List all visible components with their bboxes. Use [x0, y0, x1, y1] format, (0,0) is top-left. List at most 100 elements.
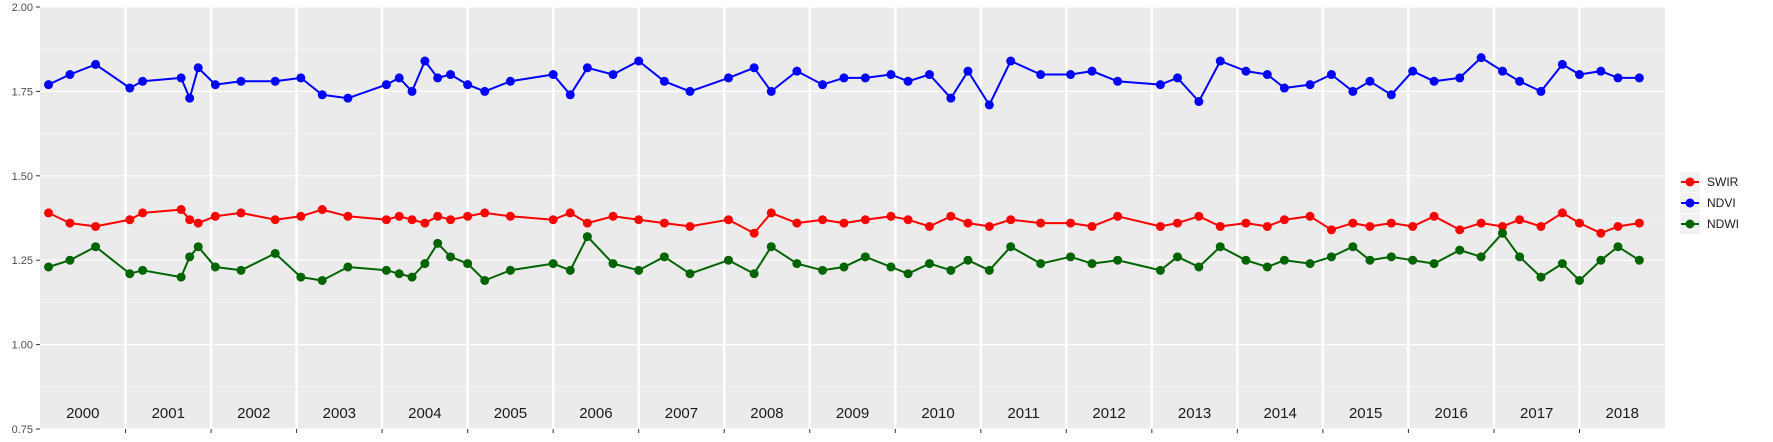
data-point-ndwi: [1476, 252, 1486, 262]
data-point-ndvi: [963, 66, 973, 76]
data-point-swir: [886, 211, 896, 221]
y-tick-label: 1.50: [12, 171, 33, 183]
data-point-ndwi: [1173, 252, 1182, 262]
major-gridlines: [40, 6, 1665, 430]
legend-label-swir: SWIR: [1707, 175, 1739, 189]
data-point-ndwi: [381, 265, 391, 275]
year-label: 2010: [921, 405, 954, 422]
data-point-ndwi: [91, 242, 101, 252]
year-label: 2012: [1092, 405, 1125, 422]
series-line-ndvi: [48, 56, 1640, 106]
data-point-ndvi: [946, 93, 956, 103]
data-point-ndvi: [1634, 73, 1644, 83]
data-point-ndvi: [1194, 97, 1204, 107]
data-point-swir: [1215, 221, 1225, 231]
data-point-swir: [381, 215, 391, 225]
data-point-ndwi: [839, 262, 849, 272]
year-label: 2007: [665, 405, 698, 422]
data-point-ndvi: [548, 70, 558, 80]
data-point-ndwi: [236, 265, 246, 275]
data-point-ndwi: [407, 272, 417, 282]
data-point-ndvi: [317, 90, 327, 100]
data-point-ndwi: [420, 259, 430, 269]
data-point-swir: [44, 208, 54, 218]
data-point-ndwi: [176, 272, 186, 282]
data-point-swir: [659, 218, 669, 228]
data-point-swir: [723, 215, 733, 225]
data-point-ndvi: [138, 76, 148, 86]
data-point-swir: [1036, 218, 1046, 228]
data-point-ndwi: [1241, 255, 1251, 265]
year-label: 2011: [1007, 405, 1039, 422]
data-point-swir: [1574, 218, 1584, 228]
data-point-ndvi: [381, 80, 391, 90]
data-point-ndvi: [1215, 56, 1225, 66]
data-point-ndvi: [1113, 76, 1123, 86]
minor-gridlines: [40, 48, 1665, 388]
data-point-swir: [924, 221, 934, 231]
data-point-ndwi: [1155, 265, 1165, 275]
data-point-ndwi: [1365, 255, 1375, 265]
legend-label-ndvi: NDVI: [1707, 196, 1736, 210]
data-point-swir: [236, 208, 246, 218]
data-point-swir: [91, 221, 101, 231]
data-point-ndvi: [634, 56, 644, 66]
data-point-ndvi: [1305, 80, 1315, 90]
year-label: 2000: [66, 405, 99, 422]
data-point-ndwi: [1348, 242, 1358, 252]
data-point-ndwi: [946, 265, 956, 275]
data-point-swir: [1365, 221, 1375, 231]
data-point-swir: [1305, 211, 1315, 221]
data-point-swir: [1279, 215, 1289, 225]
data-point-ndwi: [1613, 242, 1623, 252]
data-point-swir: [1194, 211, 1204, 221]
data-point-ndvi: [210, 80, 220, 90]
data-point-ndwi: [766, 242, 776, 252]
data-point-ndvi: [1408, 66, 1418, 76]
data-point-ndvi: [1429, 76, 1439, 86]
data-point-ndwi: [984, 265, 994, 275]
data-point-ndwi: [659, 252, 669, 262]
data-point-swir: [839, 218, 849, 228]
data-point-swir: [565, 208, 575, 218]
data-point-ndvi: [1515, 76, 1525, 86]
data-point-swir: [1429, 211, 1439, 221]
data-point-swir: [185, 215, 195, 225]
data-point-swir: [420, 218, 430, 228]
data-point-swir: [1087, 221, 1097, 231]
data-point-ndwi: [685, 269, 695, 279]
data-point-swir: [394, 211, 404, 221]
data-point-swir: [1066, 218, 1076, 228]
year-label: 2014: [1263, 405, 1296, 422]
data-point-ndwi: [924, 259, 934, 269]
data-point-ndvi: [1386, 90, 1396, 100]
data-point-ndwi: [1536, 272, 1546, 282]
data-point-ndvi: [433, 73, 443, 83]
data-point-ndvi: [1613, 73, 1623, 83]
data-point-swir: [634, 215, 644, 225]
data-point-swir: [1515, 215, 1525, 225]
data-point-swir: [548, 215, 558, 225]
data-point-ndwi: [1455, 245, 1465, 255]
year-label: 2004: [408, 405, 441, 422]
data-point-ndwi: [963, 255, 973, 265]
data-point-ndvi: [1279, 83, 1289, 93]
data-point-ndwi: [903, 269, 913, 279]
data-point-ndvi: [44, 80, 54, 90]
year-label: 2006: [579, 405, 612, 422]
data-point-ndvi: [463, 80, 473, 90]
data-point-ndvi: [446, 70, 456, 80]
data-point-swir: [138, 208, 148, 218]
data-point-ndwi: [1386, 252, 1396, 262]
data-point-swir: [1386, 218, 1396, 228]
data-point-ndvi: [608, 70, 618, 80]
data-point-ndwi: [394, 269, 404, 279]
data-point-swir: [1113, 211, 1123, 221]
year-label: 2016: [1434, 405, 1467, 422]
data-point-ndwi: [1634, 255, 1644, 265]
data-point-ndvi: [1326, 70, 1336, 80]
data-point-ndvi: [1476, 53, 1486, 63]
data-point-ndvi: [1348, 86, 1358, 96]
data-point-ndwi: [1498, 228, 1507, 238]
